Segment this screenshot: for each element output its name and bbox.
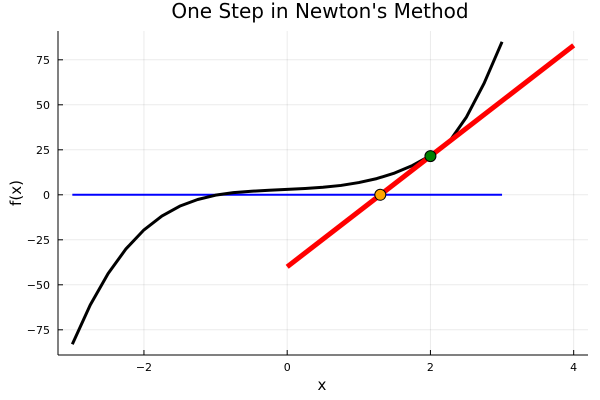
x-axis-label: x — [318, 376, 327, 394]
y-tick-label: 25 — [36, 144, 50, 157]
x-tick-label: 2 — [427, 361, 434, 374]
x-tick-label: 4 — [570, 361, 577, 374]
y-tick-label: 0 — [43, 189, 50, 202]
newton-root-marker — [374, 188, 387, 201]
y-tick-label: 75 — [36, 54, 50, 67]
tick-labels: −2 0 2 4 −75 −50 −25 0 25 50 75 — [27, 54, 577, 374]
chart-title: One Step in Newton's Method — [171, 0, 468, 23]
y-tick-label: −25 — [27, 234, 50, 247]
plot-series — [70, 41, 576, 345]
y-tick-label: −75 — [27, 324, 50, 337]
y-tick-label: −50 — [27, 279, 50, 292]
y-tick-label: 50 — [36, 99, 50, 112]
y-axis-label: f(x) — [7, 180, 25, 206]
current-point-marker — [424, 150, 437, 163]
tick-marks — [58, 59, 575, 355]
x-tick-label: −2 — [136, 361, 152, 374]
axes — [57, 31, 588, 356]
x-tick-label: 0 — [284, 361, 291, 374]
